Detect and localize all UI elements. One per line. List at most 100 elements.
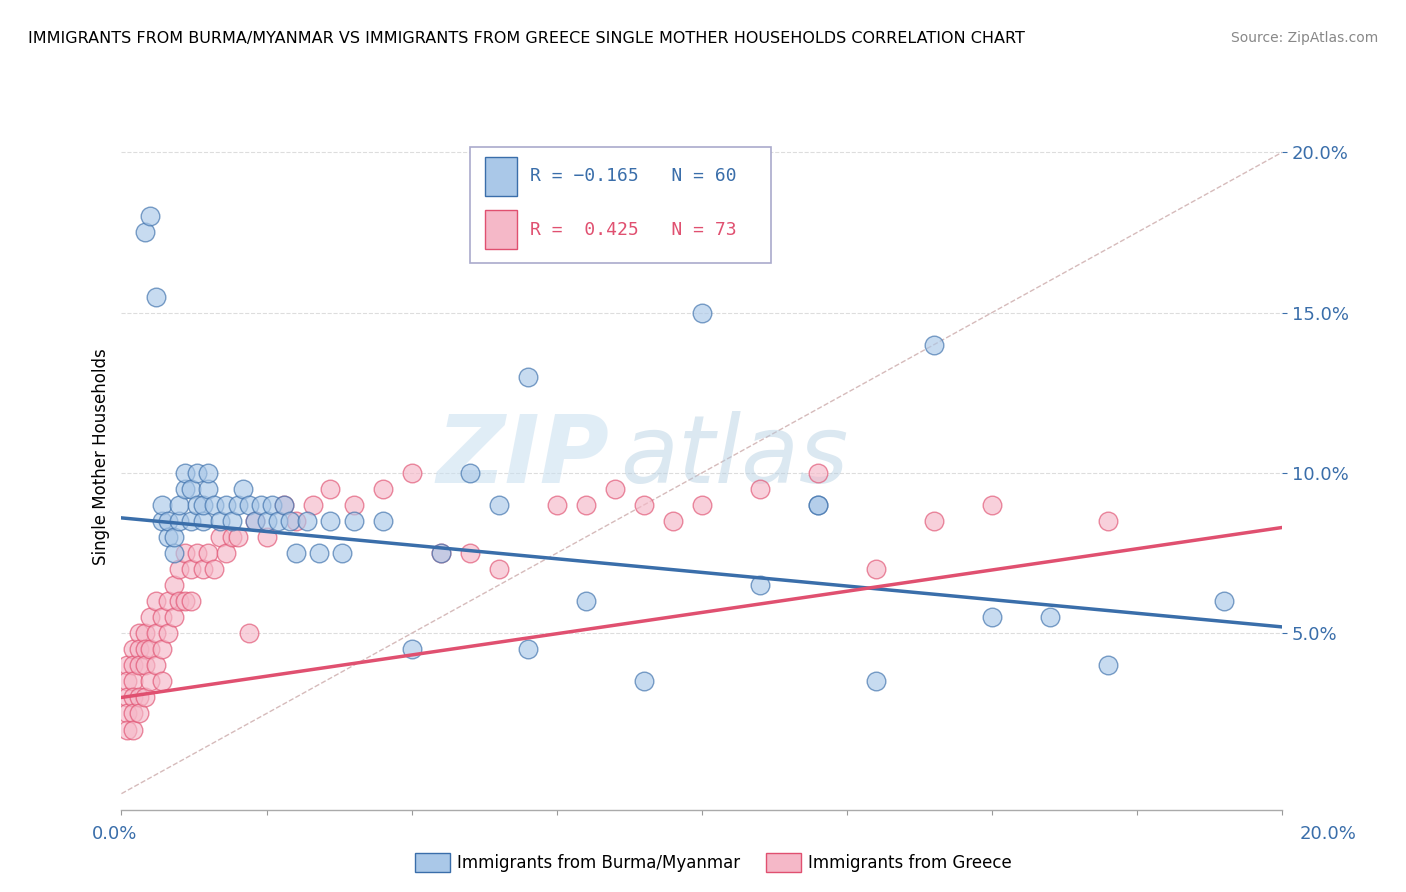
Point [1039,610,1062,624]
Point [319,482,342,496]
Point [128,690,150,705]
Point [163,578,186,592]
Point [690,498,713,512]
Text: 20.0%: 20.0% [1301,825,1357,843]
Point [139,674,162,689]
Point [243,514,266,528]
Point [209,514,232,528]
Point [186,466,208,480]
Point [139,642,162,657]
Point [163,546,186,560]
Point [273,498,295,512]
Point [169,594,191,608]
Point [807,498,830,512]
Point [865,674,887,689]
Point [262,498,284,512]
Point [1097,658,1119,673]
Text: Source: ZipAtlas.com: Source: ZipAtlas.com [1230,31,1378,45]
Point [174,466,197,480]
Point [342,514,364,528]
Point [748,578,770,592]
Point [169,514,191,528]
Point [174,546,197,560]
Point [633,674,655,689]
Point [981,498,1004,512]
Point [690,305,713,319]
Point [215,546,238,560]
Point [150,610,173,624]
Point [186,498,208,512]
Point [128,658,150,673]
Point [128,626,150,640]
Point [197,546,219,560]
Point [163,530,186,544]
Point [330,546,353,560]
Point [150,498,173,512]
Point [516,369,538,384]
Point [575,498,598,512]
FancyBboxPatch shape [485,210,517,249]
Point [145,594,167,608]
Point [221,530,243,544]
Point [981,610,1004,624]
Point [202,498,225,512]
Point [122,723,145,737]
Point [150,514,173,528]
Point [156,626,179,640]
Point [603,482,626,496]
Point [342,498,364,512]
Point [661,514,683,528]
Text: 0.0%: 0.0% [91,825,136,843]
Point [278,514,301,528]
Point [191,498,214,512]
Point [267,514,290,528]
Point [156,514,179,528]
Point [575,594,598,608]
Point [284,546,307,560]
Point [243,514,266,528]
Point [117,674,139,689]
Point [174,594,197,608]
Point [1213,594,1236,608]
Text: Immigrants from Greece: Immigrants from Greece [808,854,1012,871]
Point [488,498,510,512]
Point [226,498,249,512]
Point [273,498,295,512]
Point [256,514,278,528]
Point [139,610,162,624]
Point [226,530,249,544]
Point [122,706,145,721]
Point [145,658,167,673]
Point [371,514,394,528]
Point [150,674,173,689]
Point [401,466,423,480]
Point [117,690,139,705]
Text: ZIP: ZIP [436,411,609,503]
Point [117,706,139,721]
Point [134,626,156,640]
Point [180,514,202,528]
Point [128,706,150,721]
Point [256,530,278,544]
Point [319,514,342,528]
Point [145,290,167,304]
Point [633,498,655,512]
Point [232,482,254,496]
Point [807,466,830,480]
Point [117,723,139,737]
Point [180,594,202,608]
Point [163,610,186,624]
Point [197,466,219,480]
Point [295,514,318,528]
Point [238,626,260,640]
Point [401,642,423,657]
Point [215,498,238,512]
Point [169,562,191,576]
Point [922,514,945,528]
Text: IMMIGRANTS FROM BURMA/MYANMAR VS IMMIGRANTS FROM GREECE SINGLE MOTHER HOUSEHOLDS: IMMIGRANTS FROM BURMA/MYANMAR VS IMMIGRA… [28,31,1025,46]
Point [807,498,830,512]
Point [169,498,191,512]
Text: R = −0.165   N = 60: R = −0.165 N = 60 [530,167,737,186]
Point [546,498,568,512]
Point [202,562,225,576]
